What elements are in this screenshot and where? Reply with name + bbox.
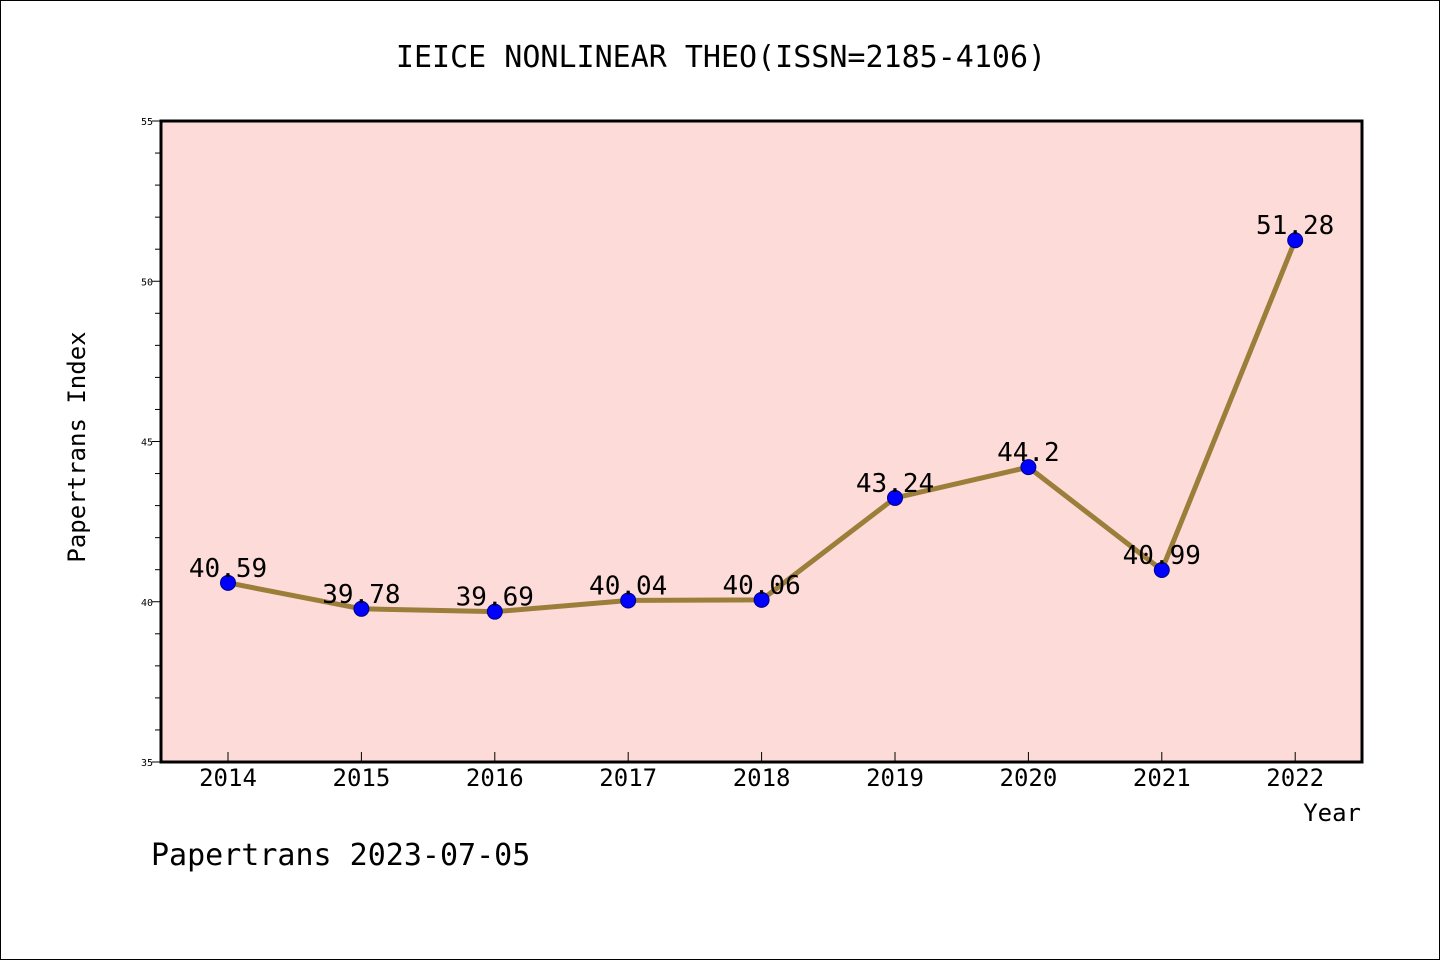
- y-tick-label: 45: [141, 438, 153, 449]
- data-point: [353, 600, 370, 617]
- y-tick-label: 35: [141, 758, 153, 769]
- data-point: [620, 592, 637, 609]
- data-label: 40.59: [189, 554, 267, 584]
- data-label: 40.06: [722, 571, 800, 601]
- x-tick-label: 2016: [466, 764, 524, 792]
- data-points: [220, 232, 1304, 620]
- x-tick-label: 2022: [1266, 764, 1324, 792]
- x-tick-label: 2015: [333, 764, 391, 792]
- data-label: 39.69: [456, 583, 534, 613]
- data-label: 51.28: [1256, 211, 1334, 241]
- data-point: [753, 591, 770, 608]
- x-tick-label: 2014: [199, 764, 257, 792]
- data-point: [1020, 459, 1037, 476]
- data-point: [486, 603, 503, 620]
- data-point: [1153, 562, 1170, 579]
- data-label: 39.78: [322, 580, 400, 610]
- x-tick-label: 2017: [599, 764, 657, 792]
- data-point: [1287, 232, 1304, 249]
- y-axis: 35 40 45 50 55: [141, 117, 161, 769]
- x-axis: 2014 2015 2016 2017 2018 2019 2020 2021 2022: [199, 752, 1324, 792]
- x-axis-label: Year: [1303, 799, 1361, 827]
- data-labels: 40.59 39.78 39.69 40.04 40.06 43.24 44.2 40.99 5…: [189, 211, 1334, 612]
- plot-area: [159, 119, 1364, 764]
- data-label: 43.24: [856, 469, 934, 499]
- chart-title: IEICE NONLINEAR THEO(ISSN=2185-4106): [396, 40, 1046, 75]
- y-tick-label: 55: [141, 117, 153, 128]
- data-label: 44.2: [997, 438, 1060, 468]
- x-tick-label: 2019: [866, 764, 924, 792]
- x-tick-label: 2018: [733, 764, 791, 792]
- data-point: [887, 489, 903, 506]
- footer-credit: Papertrans 2023-07-05: [151, 838, 530, 873]
- y-tick-label: 40: [141, 598, 153, 609]
- x-tick-label: 2020: [1000, 764, 1058, 792]
- y-axis-label: Papertrans Index: [63, 331, 91, 562]
- data-point: [220, 574, 236, 591]
- data-label: 40.99: [1123, 541, 1201, 571]
- x-tick-label: 2021: [1133, 764, 1191, 792]
- data-label: 40.04: [589, 571, 667, 601]
- y-tick-label: 50: [141, 277, 153, 288]
